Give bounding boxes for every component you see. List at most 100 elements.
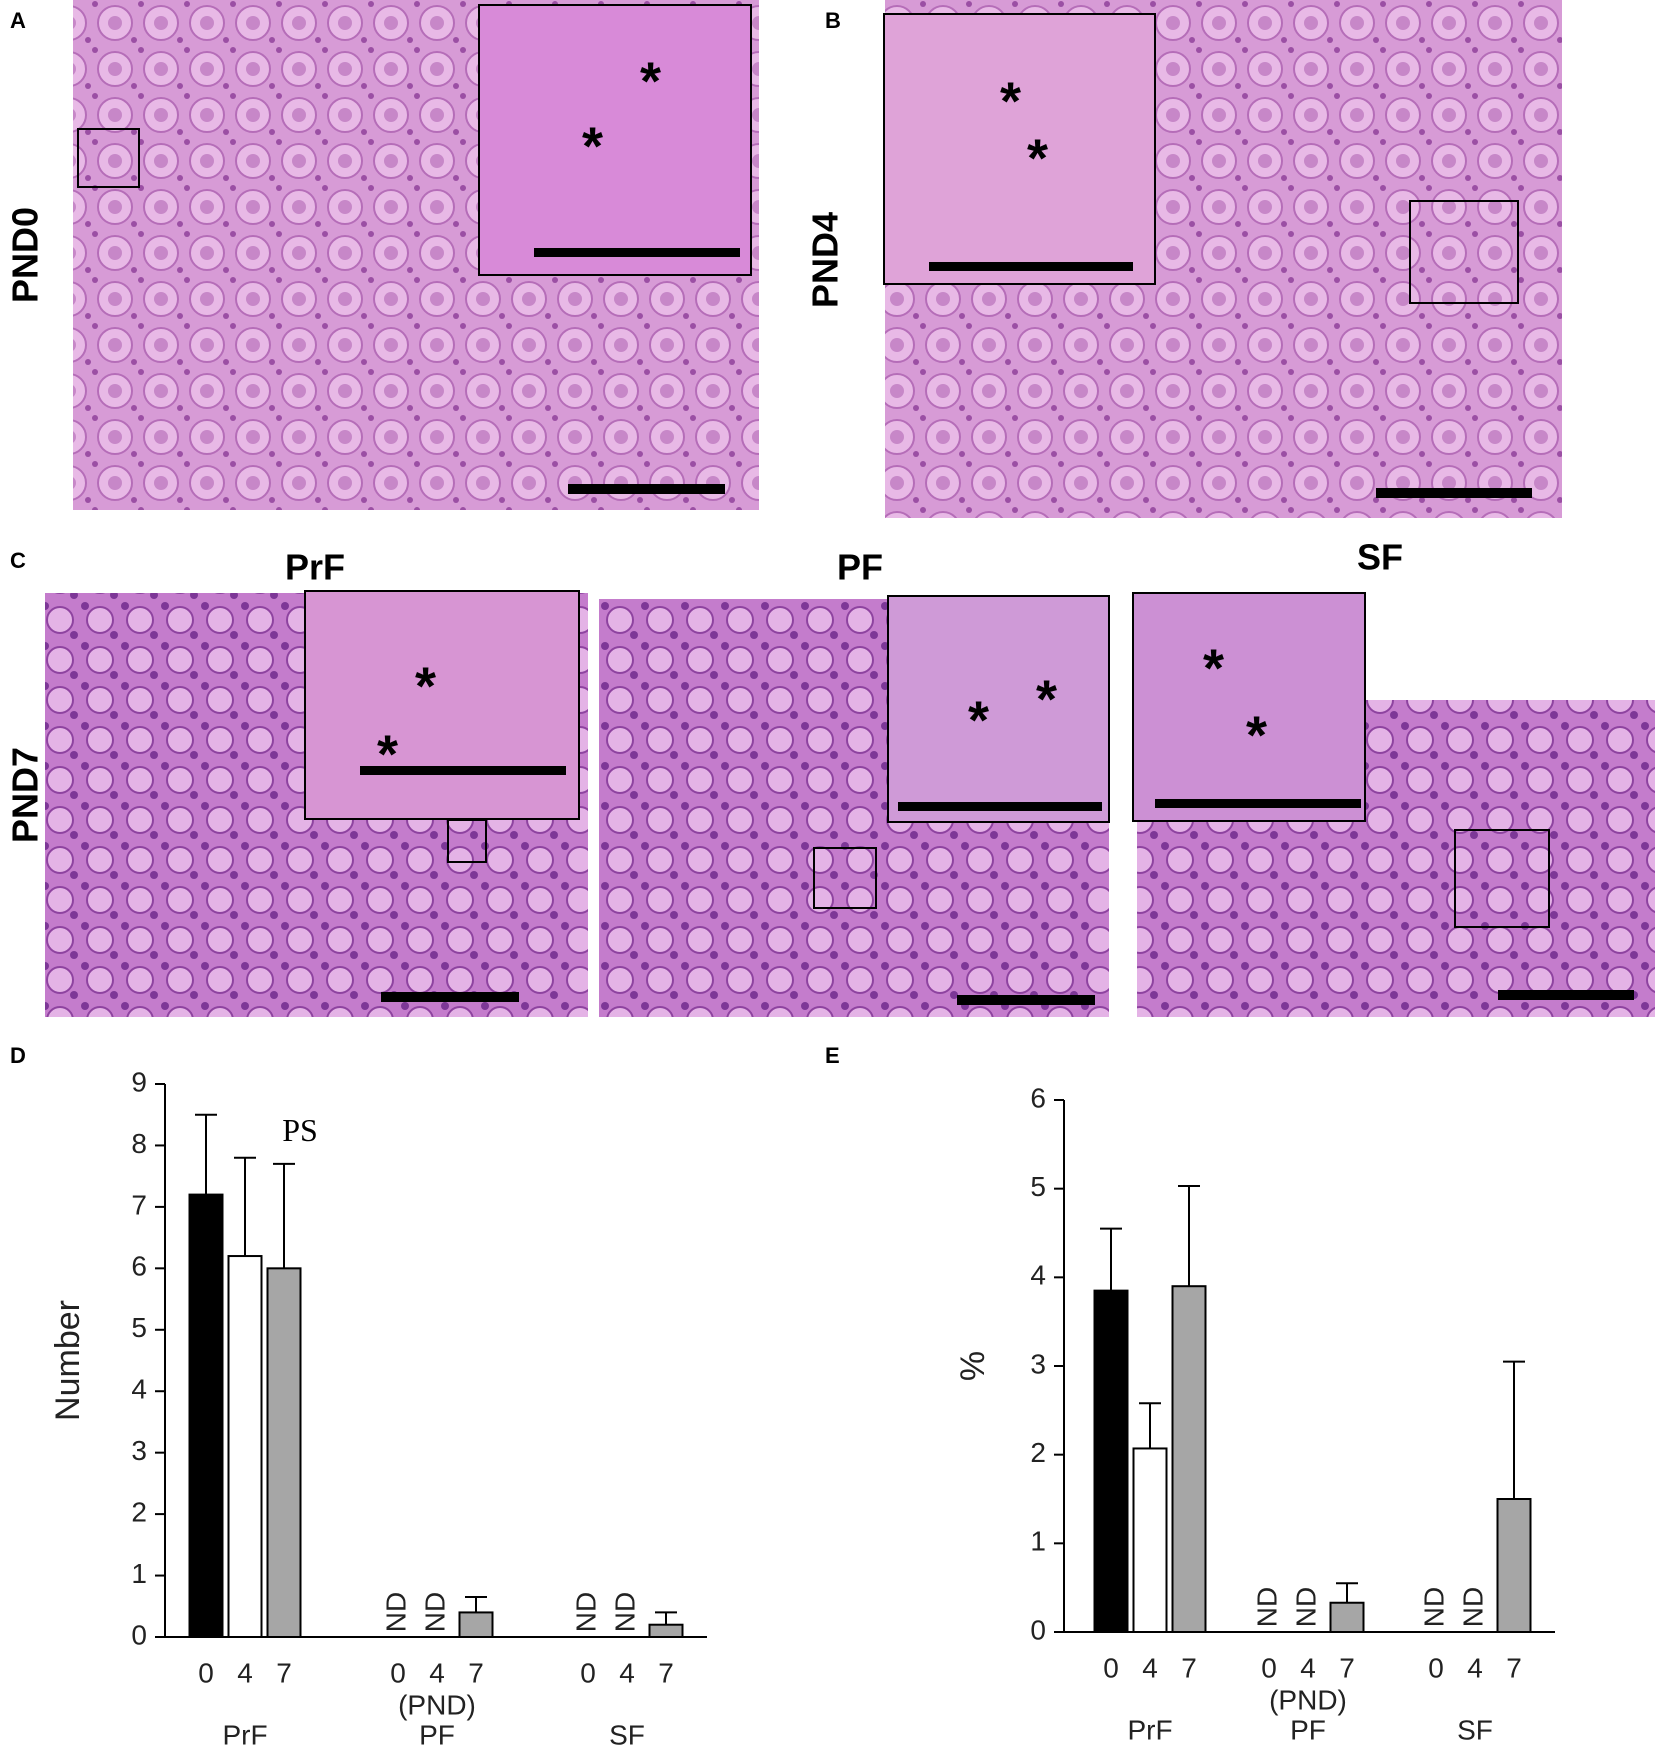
asterisk: * [1000,71,1021,131]
scale-bar [1498,990,1634,1000]
category-label: PF [419,1719,455,1750]
series-label: 7 [1506,1652,1522,1683]
y-tick-label: 2 [1030,1437,1046,1468]
x-unit-label: (PND) [1269,1684,1347,1715]
bar [1132,1447,1168,1633]
category-label: PrF [1127,1714,1172,1745]
scale-bar [929,262,1133,271]
series-label: 4 [1300,1652,1316,1683]
asterisk: * [582,116,603,176]
series-label: 4 [429,1657,445,1688]
roi-box [1409,200,1519,304]
scale-bar [534,248,740,257]
histology [45,0,1655,1017]
series-label: 7 [276,1657,292,1688]
bar [188,1193,224,1638]
y-tick-label: 3 [131,1435,147,1466]
stage-label: PND7 [5,747,46,843]
value-label: ND [1457,1587,1488,1627]
panel-title: SF [1357,537,1403,578]
y-tick-label: 4 [1030,1260,1046,1291]
y-tick-label: 5 [131,1312,147,1343]
y-tick-label: 6 [1030,1082,1046,1113]
category-label: PF [1290,1714,1326,1745]
value-label: ND [1290,1587,1321,1627]
scale-bar [957,995,1095,1005]
value-label: ND [609,1592,640,1632]
panel-title: PF [837,547,883,588]
asterisk: * [1203,638,1224,698]
series-label: 7 [1339,1652,1355,1683]
asterisk: * [377,724,398,784]
asterisk: * [1246,705,1267,765]
panel-label: D [10,1043,26,1068]
series-label: 4 [237,1657,253,1688]
roi-box [1454,829,1550,928]
series-label: 4 [619,1657,635,1688]
asterisk: * [1036,669,1057,729]
panel-label: C [10,548,26,573]
bar [648,1623,684,1638]
series-label: 4 [1142,1652,1158,1683]
bar [227,1255,263,1638]
y-tick-label: 5 [1030,1171,1046,1202]
asterisk: * [968,690,989,750]
bar [1093,1289,1129,1633]
series-label: 4 [1467,1652,1483,1683]
scale-bar [360,766,566,775]
y-axis-label: Number [49,1300,87,1421]
category-label: SF [1457,1714,1493,1745]
stage-label: PND0 [5,207,46,303]
y-tick-label: 8 [131,1128,147,1159]
series-label: 0 [198,1657,214,1688]
y-axis-label: % [954,1351,992,1381]
series-label: 7 [1181,1652,1197,1683]
category-label: SF [609,1719,645,1750]
y-tick-label: 4 [131,1374,147,1405]
y-tick-label: 9 [131,1066,147,1097]
annotation: PS [282,1112,318,1148]
series-label: 0 [390,1657,406,1688]
bar [1329,1601,1365,1633]
series-label: 0 [580,1657,596,1688]
panel-label: B [825,8,841,33]
inset [304,590,580,820]
value-label: ND [1418,1587,1449,1627]
inset [1132,592,1366,822]
value-label: ND [1251,1587,1282,1627]
bar [458,1611,494,1639]
y-tick-label: 1 [1030,1526,1046,1557]
roi-box [813,847,877,909]
y-tick-label: 0 [131,1619,147,1650]
series-label: 7 [658,1657,674,1688]
panel-label: E [825,1043,840,1068]
scale-bar [568,484,725,494]
inset [478,4,752,276]
scale-bar [381,992,519,1002]
roi-box [77,128,140,188]
panel-title: PrF [285,547,345,588]
value-label: ND [570,1592,601,1632]
bar [1171,1285,1207,1633]
scale-bar [1155,799,1361,808]
roi-box [447,819,487,863]
category-label: PrF [222,1719,267,1750]
asterisk: * [1027,128,1048,188]
y-tick-label: 6 [131,1251,147,1282]
y-tick-label: 0 [1030,1614,1046,1645]
series-label: 0 [1103,1652,1119,1683]
value-label: ND [380,1592,411,1632]
value-label: ND [419,1592,450,1632]
y-tick-label: 7 [131,1189,147,1220]
series-label: 0 [1428,1652,1444,1683]
x-unit-label: (PND) [398,1689,476,1720]
stage-label: PND4 [805,212,846,308]
inset [883,13,1156,285]
y-tick-label: 3 [1030,1348,1046,1379]
asterisk: * [640,51,661,111]
panel-label: A [10,8,26,33]
bar [1496,1498,1532,1633]
scale-bar [1376,488,1532,498]
inset [887,595,1110,823]
